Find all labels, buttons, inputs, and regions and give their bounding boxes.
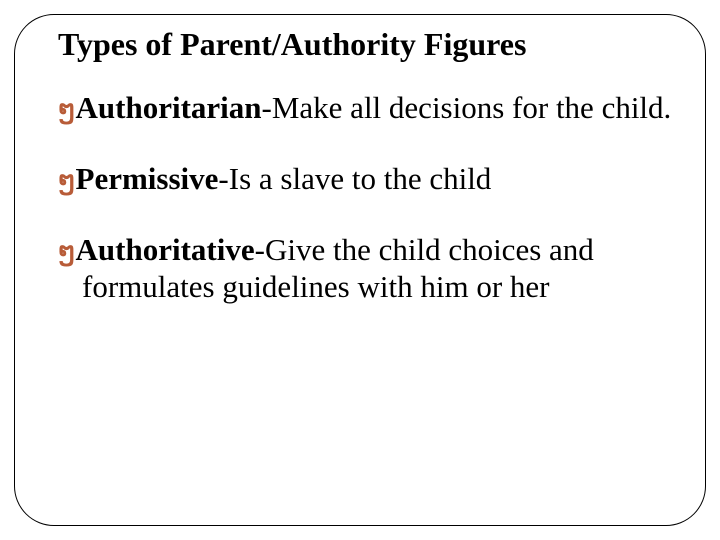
term: Authoritative — [76, 232, 255, 267]
item-rest: -Is a slave to the child — [218, 161, 491, 196]
term: Permissive — [76, 161, 219, 196]
slide: Types of Parent/Authority Figures ໆAutho… — [0, 0, 720, 540]
list-item: ໆAuthoritarian-Make all decisions for th… — [58, 89, 680, 126]
bullet-icon: ໆ — [58, 237, 76, 266]
slide-content: Types of Parent/Authority Figures ໆAutho… — [58, 26, 680, 340]
term: Authoritarian — [76, 90, 262, 125]
slide-title: Types of Parent/Authority Figures — [58, 26, 680, 63]
list-item: ໆAuthoritative-Give the child choices an… — [58, 231, 680, 305]
list-item: ໆPermissive-Is a slave to the child — [58, 160, 680, 197]
item-rest: -Make all decisions for the child. — [262, 90, 672, 125]
bullet-icon: ໆ — [58, 95, 76, 124]
bullet-icon: ໆ — [58, 166, 76, 195]
